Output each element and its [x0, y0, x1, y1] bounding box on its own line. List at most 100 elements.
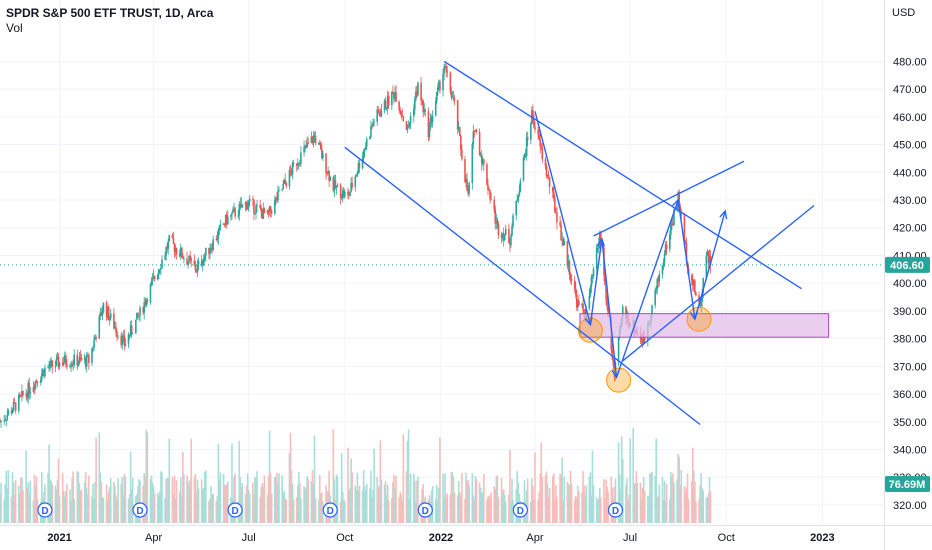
volume-bar: [632, 428, 635, 523]
volume-bar: [555, 485, 557, 523]
candle-body: [691, 280, 694, 286]
volume-bar: [255, 477, 257, 523]
volume-bar: [556, 496, 558, 523]
candle-body: [230, 214, 232, 217]
candle-body: [303, 147, 305, 153]
candle-body: [394, 92, 396, 99]
volume-bar: [342, 499, 345, 523]
candle-body: [351, 182, 353, 188]
candle-body: [428, 124, 431, 138]
candle-body: [702, 278, 705, 293]
candle-body: [33, 386, 36, 389]
volume-bar: [547, 497, 550, 523]
candle-body: [161, 259, 163, 269]
volume-bar: [197, 488, 200, 523]
candle-body: [65, 355, 67, 365]
volume-indicator-label[interactable]: Vol: [6, 21, 23, 35]
candle-body: [136, 312, 138, 320]
volume-bar: [47, 473, 49, 523]
candle-body: [577, 300, 579, 308]
candle-body: [554, 198, 556, 212]
volume-bar: [80, 489, 83, 523]
candle-body: [693, 280, 695, 286]
candle-body: [190, 258, 193, 261]
candle-body: [439, 81, 441, 91]
candle-body: [335, 186, 338, 188]
trend-drawings[interactable]: [344, 60, 830, 426]
candle-body: [378, 112, 381, 115]
volume-bar: [161, 472, 163, 523]
volume-bar: [685, 487, 688, 523]
volume-bar: [285, 499, 288, 523]
candle-body: [486, 164, 488, 185]
volume-bar: [511, 478, 513, 523]
candle-body: [363, 149, 366, 152]
volume-bar: [303, 486, 305, 523]
candle-body: [178, 253, 181, 257]
volume-bar: [706, 496, 709, 523]
candle-body: [107, 306, 110, 320]
volume-bar: [275, 476, 277, 523]
candle-body: [289, 170, 292, 172]
candle-body: [54, 365, 57, 367]
volume-bar: [393, 474, 395, 523]
time-tick-label: Apr: [145, 532, 162, 544]
candle-body: [131, 333, 134, 335]
volume-bar: [28, 493, 31, 523]
candle-body: [113, 313, 115, 329]
volume-bar: [73, 498, 75, 523]
volume-bar: [172, 494, 175, 523]
volume-bar: [592, 485, 595, 523]
candle-body: [245, 202, 248, 210]
time-axis[interactable]: 2021 Apr Jul Oct 2022 Apr Jul Oct 2023: [47, 532, 834, 544]
volume-bar: [656, 498, 659, 523]
volume-bar: [478, 482, 481, 523]
candle-body: [405, 121, 408, 130]
candle-body: [7, 410, 10, 415]
candle-body: [43, 369, 45, 377]
candle-body: [707, 251, 710, 264]
candle-body: [152, 276, 155, 279]
volume-bar: [661, 477, 664, 523]
candle-body: [25, 393, 27, 396]
volume-bar: [490, 492, 492, 523]
time-tick-label: Apr: [526, 532, 543, 544]
volume-bar: [212, 493, 214, 523]
volume-bar: [453, 492, 456, 523]
candle-body: [57, 356, 60, 368]
candle-body: [417, 82, 419, 96]
volume-bar: [247, 489, 250, 523]
candle-body: [278, 190, 280, 192]
volume-bar: [503, 495, 506, 523]
candle-body: [438, 81, 440, 88]
candle-body: [121, 336, 124, 345]
volume-bar: [607, 491, 609, 523]
symbol-title[interactable]: SPDR S&P 500 ETF TRUST, 1D, Arca: [6, 6, 214, 20]
volume-bar: [443, 497, 445, 523]
volume-bar: [654, 475, 656, 523]
grid-lines: [0, 0, 884, 525]
volume-bar: [101, 497, 104, 523]
volume-bar: [153, 493, 156, 523]
volume-bar: [600, 497, 602, 523]
volume-bar: [284, 498, 287, 523]
volume-bar: [248, 493, 251, 523]
volume-bar: [449, 494, 452, 523]
volume-bar: [274, 477, 276, 523]
candle-body: [625, 306, 627, 319]
volume-bar: [190, 438, 193, 523]
candle-body: [598, 232, 601, 245]
volume-bar: [358, 485, 361, 523]
candle-body: [398, 101, 400, 110]
volume-bar: [365, 483, 368, 523]
volume-bar: [373, 448, 375, 523]
candle-body: [142, 307, 144, 313]
candle-body: [456, 99, 459, 130]
candle-body: [5, 419, 8, 421]
volume-bar: [209, 498, 211, 523]
price-axis[interactable]: 480.00 470.00 460.00 450.00 440.00 430.00 420.…: [893, 56, 927, 512]
candle-body: [35, 380, 38, 382]
volume-bar: [482, 473, 485, 523]
